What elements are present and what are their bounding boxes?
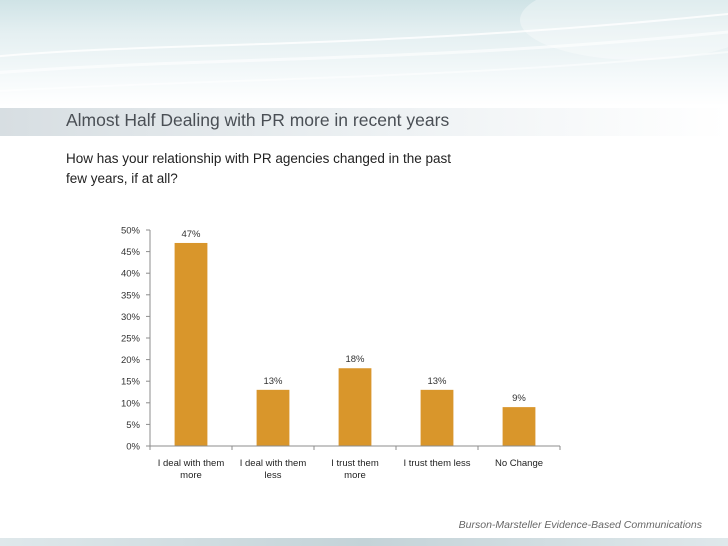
y-axis: 0% 5% 10% 15% 20% 25% 30% 35% 40% 45% 50%	[121, 226, 151, 453]
y-tick-label: 35%	[121, 290, 141, 301]
bar-value-label: 13%	[427, 376, 447, 387]
bars: 47% 13% 18% 13% 9%	[174, 229, 536, 446]
header-banner	[0, 0, 728, 106]
category-label: more	[344, 470, 366, 481]
y-tick-label: 15%	[121, 377, 141, 388]
y-tick-label: 40%	[121, 269, 141, 280]
category-label: more	[180, 470, 202, 481]
survey-question: How has your relationship with PR agenci…	[66, 151, 451, 186]
category-label: I deal with them	[240, 458, 307, 469]
y-tick-label: 45%	[121, 247, 141, 258]
source-credit: Burson-Marsteller Evidence-Based Communi…	[458, 519, 702, 531]
bar-value-label: 13%	[263, 376, 283, 387]
bar-value-label: 9%	[512, 393, 526, 404]
y-tick-label: 5%	[126, 420, 140, 431]
y-tick-label: 25%	[121, 334, 141, 345]
category-label: less	[265, 470, 282, 481]
y-tick-label: 50%	[121, 226, 141, 237]
y-tick-label: 20%	[121, 355, 141, 366]
title-band	[0, 108, 728, 136]
category-label: I trust them	[331, 458, 379, 469]
bar-value-label: 47%	[181, 229, 201, 240]
bar	[420, 389, 454, 446]
bar	[338, 368, 372, 446]
y-tick-label: 30%	[121, 312, 141, 323]
bar	[174, 242, 208, 446]
y-tick-label: 0%	[126, 442, 140, 453]
bar-value-label: 18%	[345, 354, 365, 365]
category-label: I deal with them	[158, 458, 225, 469]
bar	[256, 389, 290, 446]
footer-bar	[0, 538, 728, 546]
category-label: No Change	[495, 458, 543, 469]
bar	[502, 407, 536, 446]
page-title: Almost Half Dealing with PR more in rece…	[66, 110, 450, 130]
y-tick-label: 10%	[121, 398, 141, 409]
category-label: I trust them less	[403, 458, 470, 469]
